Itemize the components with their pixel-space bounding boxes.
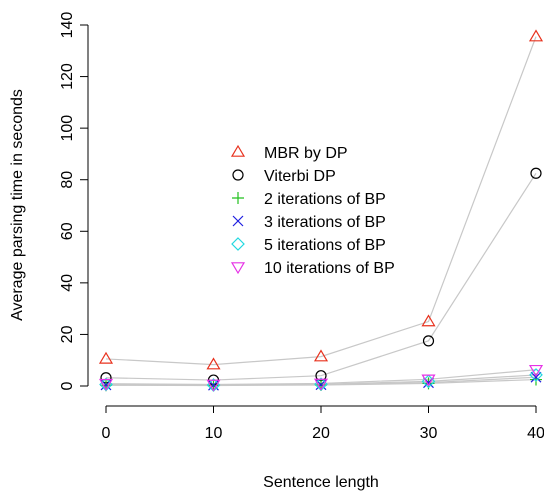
legend-label: 2 iterations of BP <box>264 191 386 208</box>
legend-marker <box>231 237 245 251</box>
data-point <box>206 357 221 370</box>
legend-marker <box>232 215 244 227</box>
x-tick-label: 0 <box>102 425 111 442</box>
series-line <box>105 172 537 381</box>
legend-label: MBR by DP <box>264 145 348 162</box>
data-point <box>421 314 436 327</box>
legend-label: 3 iterations of BP <box>264 214 386 231</box>
y-tick-label: 140 <box>59 12 76 39</box>
series-lines <box>105 36 537 387</box>
data-point <box>313 349 329 362</box>
data-point <box>421 374 436 387</box>
legend: MBR by DP Viterbi DP 2 iterations of BP 3 i… <box>230 144 395 277</box>
legend-marker <box>230 262 246 275</box>
data-point <box>529 368 543 382</box>
legend-label: 5 iterations of BP <box>264 237 386 254</box>
y-tick-label: 120 <box>59 63 76 90</box>
legend-marker <box>232 169 244 181</box>
y-tick-label: 100 <box>59 115 76 142</box>
x-tick-label: 10 <box>205 425 223 442</box>
data-point <box>528 364 544 377</box>
y-tick-label: 40 <box>59 274 76 292</box>
legend-marker <box>230 144 246 157</box>
y-axis-label: Average parsing time in seconds <box>9 89 26 321</box>
data-point <box>422 335 435 347</box>
x-tick-label: 40 <box>527 425 544 442</box>
data-point <box>530 371 542 383</box>
data-point <box>313 378 329 391</box>
data-point <box>528 29 544 42</box>
y-tick-label: 20 <box>59 325 76 343</box>
data-point <box>206 379 221 392</box>
x-tick-label: 20 <box>312 425 330 442</box>
data-point <box>530 167 542 179</box>
x-axis-label: Sentence length <box>263 474 379 491</box>
y-ticks: 0 20 40 60 80 100 120 140 <box>59 12 88 390</box>
series-points <box>98 29 544 392</box>
y-tick-label: 0 <box>59 381 76 390</box>
series-line <box>105 36 537 366</box>
data-point <box>98 351 114 364</box>
y-tick-label: 80 <box>59 171 76 189</box>
x-tick-label: 30 <box>420 425 438 442</box>
x-ticks: 0 10 20 30 40 <box>102 406 544 442</box>
legend-marker <box>232 192 244 204</box>
legend-label: Viterbi DP <box>264 168 336 185</box>
y-tick-label: 60 <box>59 222 76 240</box>
legend-label: 10 iterations of BP <box>264 260 395 277</box>
data-point <box>98 378 114 391</box>
